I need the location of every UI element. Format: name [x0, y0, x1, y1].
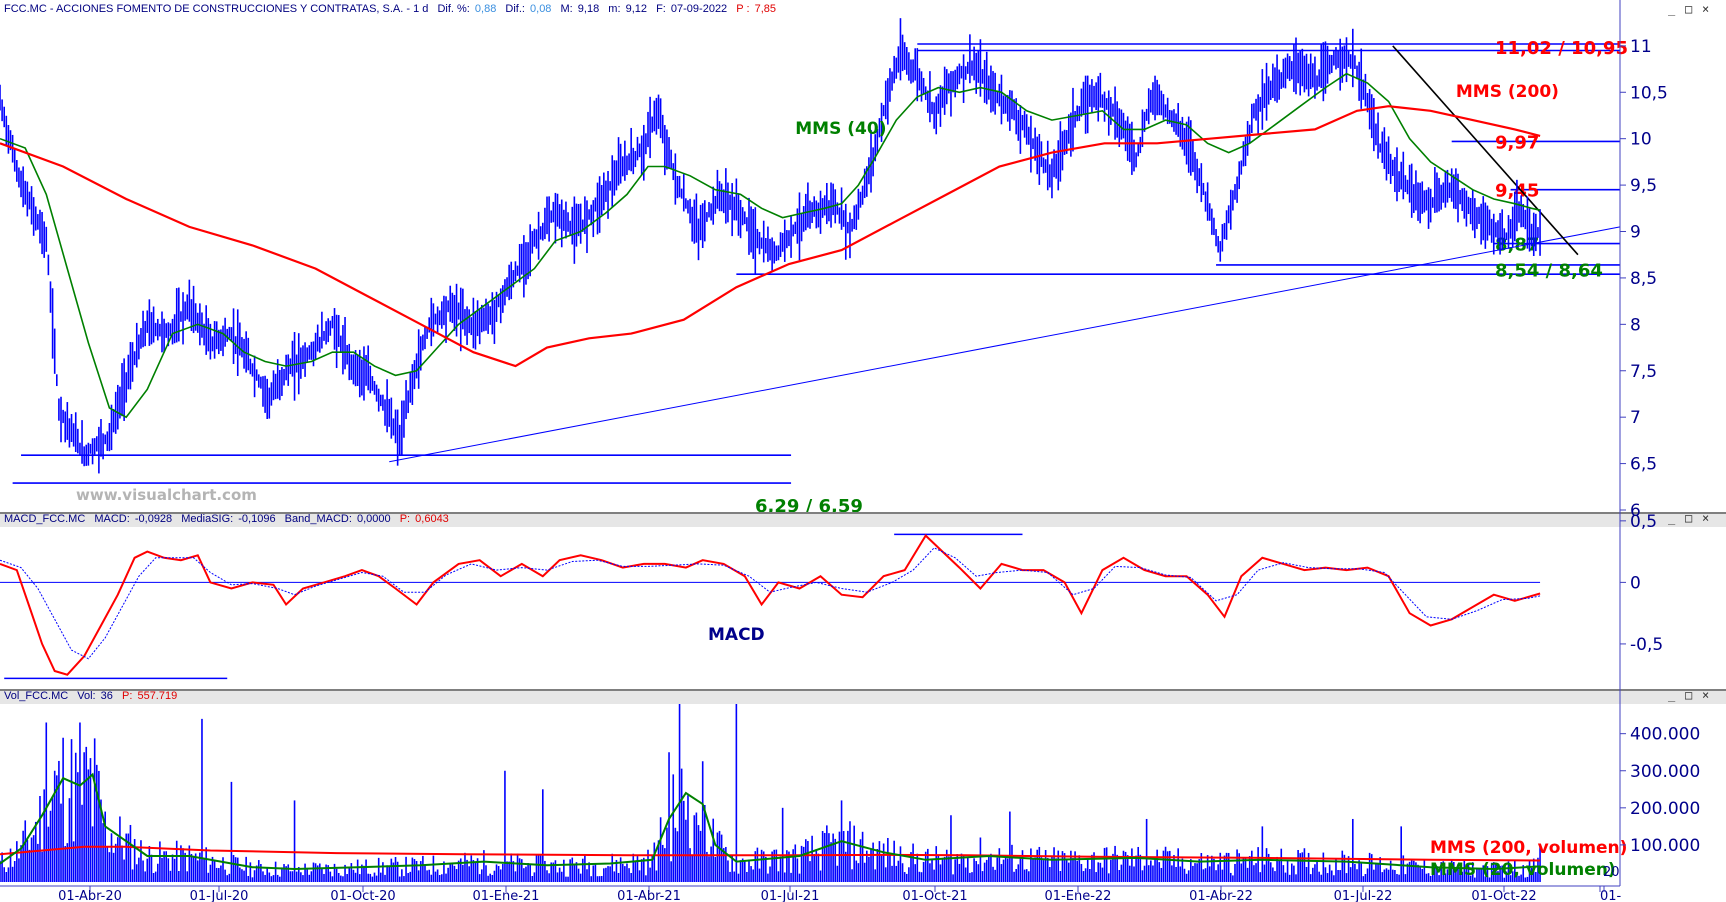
price-y-tick-label: 10,5 — [1630, 83, 1668, 103]
minimize-icon[interactable]: _ — [1668, 511, 1676, 525]
price-y-tick-label: 8 — [1630, 315, 1641, 335]
level-label: 8,54 / 8,64 — [1495, 261, 1603, 282]
price-bars-series — [0, 18, 1541, 474]
price-y-tick-label: 9 — [1630, 223, 1641, 243]
volume-legend-label: MMS (20, volumen) — [1430, 860, 1616, 880]
price-panel: 11,02 / 10,959,979,458,878,54 / 8,646,29… — [0, 18, 1628, 517]
macd-panel-header: MACD_FCC.MC MACD: -0,0928 MediaSIG: -0,1… — [4, 513, 449, 525]
price-header-name: FCC.MC - ACCIONES FOMENTO DE CONSTRUCCIO… — [4, 3, 428, 15]
volume-y-tick-label: 300.000 — [1630, 762, 1700, 782]
x-tick-label: 01-Abr-21 — [617, 889, 681, 902]
minimize-icon[interactable]: _ — [1668, 688, 1676, 702]
volume-y-tick-label: 400.000 — [1630, 725, 1700, 745]
volume-ma20-line — [0, 772, 1541, 871]
x-tick-label: 01-Abr-22 — [1189, 889, 1253, 902]
volume-y-tick-label: 200.000 — [1630, 799, 1700, 819]
watermark: www.visualchart.com — [76, 486, 257, 504]
price-y-tick-label: 11 — [1630, 37, 1652, 57]
volume-panel-header: Vol_FCC.MC Vol: 36 P: 557.719 — [4, 690, 177, 702]
macd-panel — [0, 533, 1541, 680]
macd-y-tick-label: -0,5 — [1630, 635, 1663, 655]
ma200-line — [0, 105, 1541, 368]
macd-window-buttons: _ □ × — [1668, 511, 1709, 525]
macd-header-bar — [0, 514, 1726, 527]
trendline — [389, 226, 1621, 463]
x-tick-label: 01-Abr-20 — [58, 889, 122, 902]
x-tick-label: 01-Oct-22 — [1471, 889, 1536, 902]
volume-ma200-line — [0, 845, 1541, 862]
price-panel-header: FCC.MC - ACCIONES FOMENTO DE CONSTRUCCIO… — [4, 3, 776, 15]
x-tick-label: 01-Jul-21 — [761, 889, 820, 902]
series-annotation: MMS (40) — [795, 119, 886, 139]
level-label: 9,97 — [1495, 132, 1539, 153]
price-window-buttons: _ □ × — [1668, 2, 1709, 16]
price-y-tick-label: 9,5 — [1630, 176, 1657, 196]
level-label: 6,29 / 6,59 — [755, 496, 863, 517]
price-y-tick-label: 10 — [1630, 130, 1652, 150]
macd-y-tick-label: 0 — [1630, 573, 1641, 593]
price-y-tick-label: 7,5 — [1630, 362, 1657, 382]
price-y-tick-label: 6,5 — [1630, 455, 1657, 475]
x-tick-label: 01-Jul-22 — [1334, 889, 1393, 902]
close-icon[interactable]: × — [1702, 511, 1709, 525]
volume-panel: MMS (200, volumen)MMS (20, volumen) — [0, 704, 1627, 882]
x-tick-label: 01-Oct-20 — [330, 889, 395, 902]
x-tick-label: 01-Ene-22 — [1045, 889, 1112, 902]
minimize-icon[interactable]: _ — [1668, 2, 1676, 16]
volume-legend-label: MMS (200, volumen) — [1430, 838, 1627, 858]
price-y-tick-label: 6 — [1630, 501, 1641, 521]
level-label: 11,02 / 10,95 — [1495, 38, 1628, 59]
close-icon[interactable]: × — [1702, 688, 1709, 702]
macd-signal-line — [0, 547, 1541, 660]
macd-line — [0, 534, 1541, 676]
volume-window-buttons: _ □ × — [1668, 688, 1709, 702]
x-tick-label: 01-Jul-20 — [190, 889, 249, 902]
x-tick-label: 01- — [1600, 889, 1622, 902]
series-annotation: MMS (200) — [1456, 82, 1559, 102]
price-y-tick-label: 8,5 — [1630, 269, 1657, 289]
x-tick-label: 01-Ene-21 — [473, 889, 540, 902]
ma40-line — [0, 72, 1541, 419]
volume-y-tick-label: 100.000 — [1630, 836, 1700, 856]
x-tick-label: 01-Oct-21 — [902, 889, 967, 902]
volume-header-bar — [0, 691, 1726, 704]
trendline — [1392, 45, 1579, 256]
macd-label: MACD — [708, 625, 765, 645]
close-icon[interactable]: × — [1702, 2, 1709, 16]
maximize-icon[interactable]: □ — [1685, 688, 1692, 702]
maximize-icon[interactable]: □ — [1685, 2, 1692, 16]
x-tick-label: 20 — [1603, 865, 1620, 880]
price-y-tick-label: 7 — [1630, 408, 1641, 428]
macd-y-tick-label: 0,5 — [1630, 512, 1657, 532]
maximize-icon[interactable]: □ — [1685, 511, 1692, 525]
